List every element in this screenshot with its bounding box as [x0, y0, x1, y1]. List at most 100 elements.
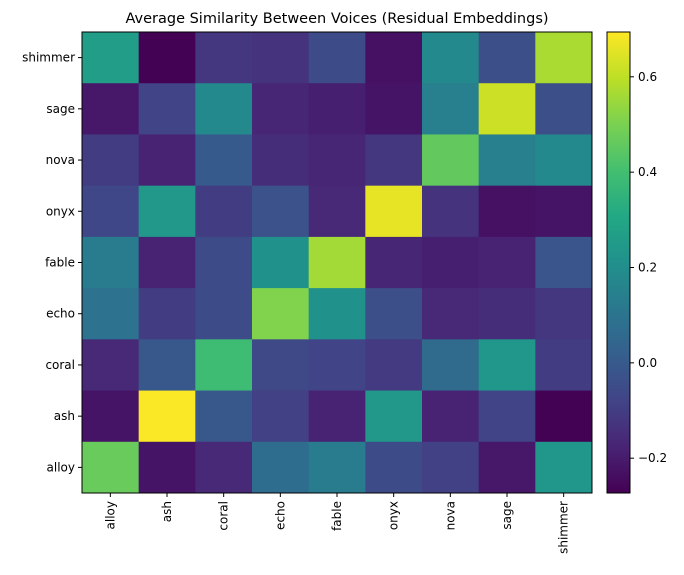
heatmap-cell: [535, 185, 593, 238]
heatmap-cell: [478, 32, 536, 84]
heatmap-cell: [535, 134, 593, 187]
x-tick-label: shimmer: [557, 501, 571, 554]
heatmap-cell: [138, 236, 196, 289]
heatmap-cell: [478, 441, 536, 494]
heatmap-cell: [308, 390, 366, 443]
heatmap-cell: [308, 441, 366, 494]
heatmap-cell: [138, 441, 196, 494]
heatmap-cell: [535, 236, 593, 289]
y-tick-label: sage: [46, 102, 75, 116]
heatmap-cell: [365, 390, 423, 443]
heatmap-cell: [308, 134, 366, 187]
heatmap-cell: [138, 83, 196, 135]
heatmap-cell: [195, 134, 253, 187]
x-tick-label: echo: [273, 501, 287, 530]
heatmap-cell: [82, 134, 140, 187]
heatmap-cell: [478, 236, 536, 289]
colorbar-tick-label: 0.2: [638, 261, 657, 275]
heatmap-cell: [365, 441, 423, 494]
heatmap-cell: [138, 288, 196, 340]
heatmap-cell: [422, 83, 480, 135]
heatmap-cell: [535, 339, 593, 392]
heatmap-cell: [308, 185, 366, 238]
y-tick-label: fable: [45, 256, 75, 270]
x-tick-label: onyx: [387, 501, 401, 530]
heatmap-cell: [82, 32, 140, 84]
heatmap-cell: [422, 236, 480, 289]
heatmap-cell: [252, 390, 310, 443]
heatmap-cell: [195, 441, 253, 494]
y-tick-label: alloy: [47, 460, 75, 474]
heatmap-cell: [422, 339, 480, 392]
y-tick-label: ash: [54, 409, 75, 423]
heatmap-cell: [195, 339, 253, 392]
heatmap-cell: [422, 134, 480, 187]
x-tick-label: ash: [160, 501, 174, 522]
heatmap-cell: [138, 134, 196, 187]
heatmap-cell: [365, 288, 423, 340]
heatmap-cell: [478, 185, 536, 238]
heatmap-cell: [478, 83, 536, 135]
y-tick-label: coral: [45, 358, 75, 372]
heatmap-cell: [365, 134, 423, 187]
heatmap-cell: [365, 339, 423, 392]
chart-title: Average Similarity Between Voices (Resid…: [125, 11, 548, 27]
heatmap-cell: [138, 185, 196, 238]
heatmap-cell: [252, 441, 310, 494]
heatmap-cell: [365, 83, 423, 135]
heatmap-cell: [478, 134, 536, 187]
x-tick-label: nova: [443, 501, 457, 530]
heatmap-cell: [308, 288, 366, 340]
heatmap-cell: [138, 339, 196, 392]
x-tick-label: coral: [217, 501, 231, 531]
heatmap-cell: [82, 441, 140, 494]
heatmap-cell: [195, 236, 253, 289]
x-tick-label: sage: [500, 501, 514, 530]
colorbar-tick-label: 0.0: [638, 356, 657, 370]
heatmap-cell: [478, 390, 536, 443]
heatmap-cell: [138, 390, 196, 443]
colorbar-tick-label: 0.6: [638, 70, 657, 84]
heatmap-cell: [195, 390, 253, 443]
heatmap-cell: [365, 32, 423, 84]
heatmap-cell: [535, 83, 593, 135]
heatmap-cell: [422, 441, 480, 494]
heatmap-cell: [138, 32, 196, 84]
heatmap-cell: [365, 185, 423, 238]
heatmap-cell: [195, 288, 253, 340]
heatmap-cell: [82, 185, 140, 238]
heatmap-cell: [252, 32, 310, 84]
heatmap-cell: [82, 236, 140, 289]
heatmap-cell: [195, 32, 253, 84]
heatmap-cell: [252, 288, 310, 340]
heatmap-cell: [535, 441, 593, 494]
heatmap-cell: [535, 288, 593, 340]
heatmap-cell: [535, 32, 593, 84]
heatmap-cell: [252, 83, 310, 135]
heatmap-cell: [82, 83, 140, 135]
heatmap-cell: [252, 134, 310, 187]
heatmap-cell: [195, 83, 253, 135]
heatmap-cell: [422, 288, 480, 340]
heatmap-cell: [252, 339, 310, 392]
x-tick-label: alloy: [103, 501, 117, 529]
heatmap-cell: [195, 185, 253, 238]
y-tick-label: onyx: [46, 204, 75, 218]
heatmap-cell: [365, 236, 423, 289]
heatmap-cell: [252, 236, 310, 289]
heatmap-cell: [82, 288, 140, 340]
heatmap-cell: [422, 390, 480, 443]
heatmap-cell: [478, 288, 536, 340]
heatmap-cell: [478, 339, 536, 392]
heatmap-cell: [82, 390, 140, 443]
y-tick-label: echo: [46, 307, 75, 321]
heatmap-cell: [82, 339, 140, 392]
heatmap-cell: [535, 390, 593, 443]
heatmap-cell: [308, 236, 366, 289]
colorbar-tick-label: −0.2: [638, 451, 667, 465]
y-tick-label: shimmer: [22, 51, 75, 65]
heatmap-cell: [308, 83, 366, 135]
heatmap-cell: [422, 185, 480, 238]
heatmap-cell: [252, 185, 310, 238]
